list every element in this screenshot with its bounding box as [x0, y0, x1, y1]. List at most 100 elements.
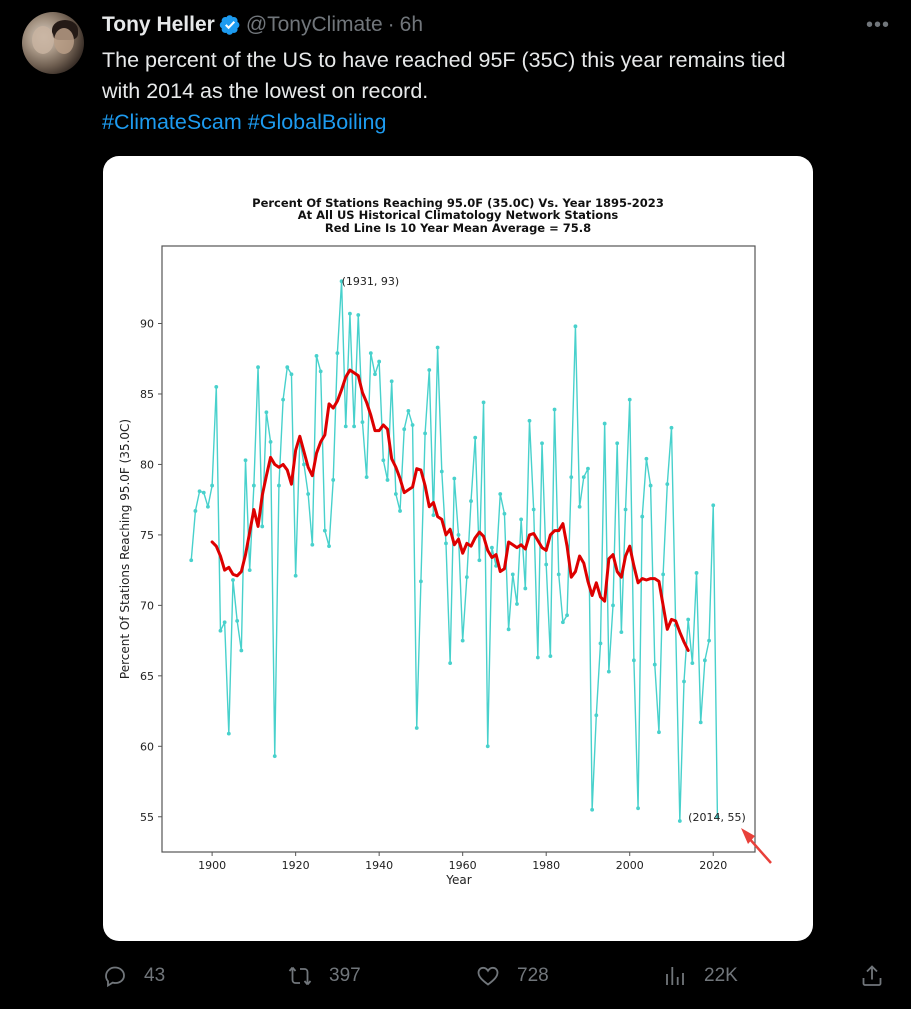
yearly-data-point: [640, 514, 645, 519]
data-point-annotation: (1931, 93): [342, 275, 400, 288]
views-chart-icon: [666, 967, 684, 985]
yearly-data-point: [210, 483, 215, 488]
y-axis-label: Percent Of Stations Reaching 95.0F (35.0…: [118, 419, 132, 679]
separator-dot: ·: [387, 13, 395, 36]
views-button[interactable]: 22K: [663, 958, 738, 994]
yearly-data-point: [665, 482, 670, 487]
action-bar: 43 397 728 22K: [0, 958, 911, 998]
yearly-data-point: [197, 489, 202, 494]
yearly-data-point: [694, 571, 699, 575]
yearly-data-point: [527, 418, 532, 423]
author-name[interactable]: Tony Heller: [102, 13, 215, 36]
red-arrow-annotation: [741, 828, 772, 864]
yearly-data-point: [594, 713, 599, 718]
reply-button[interactable]: 43: [103, 958, 165, 994]
plot-frame: [161, 245, 756, 853]
yearly-data-point: [657, 730, 661, 735]
yearly-data-point: [214, 385, 219, 389]
yearly-data-point: [569, 475, 574, 480]
yearly-data-point: [222, 620, 227, 625]
views-count: 22K: [704, 965, 738, 986]
yearly-data-point: [669, 425, 674, 430]
yearly-data-point: [490, 545, 494, 550]
yearly-data-point: [410, 423, 415, 427]
yearly-data-point: [206, 504, 210, 509]
yearly-data-point: [364, 475, 369, 480]
yearly-data-point: [360, 420, 365, 425]
yearly-data-point: [423, 431, 427, 436]
yearly-data-point: [619, 630, 624, 635]
hashtags-link[interactable]: #ClimateScam #GlobalBoiling: [102, 110, 387, 134]
retweet-count: 397: [329, 965, 361, 986]
yearly-data-point: [239, 648, 244, 653]
tweet-media-image[interactable]: Percent Of Stations Reaching 95.0F (35.0…: [103, 156, 813, 941]
x-tick-label: 1980: [532, 859, 560, 872]
arrow-shaft: [747, 836, 772, 864]
x-tick-label: 2000: [616, 859, 644, 872]
like-button[interactable]: 728: [476, 958, 549, 994]
yearly-data-point: [452, 476, 457, 481]
yearly-series-line: [190, 280, 719, 822]
y-tick-label: 80: [140, 458, 154, 471]
yearly-data-point: [556, 572, 561, 577]
y-tick-label: 85: [140, 388, 154, 401]
yearly-data-point: [226, 731, 231, 736]
yearly-data-point: [322, 528, 327, 533]
yearly-data-point: [598, 641, 603, 646]
share-button[interactable]: [860, 958, 901, 994]
yearly-data-point: [264, 410, 269, 415]
yearly-data-point: [477, 558, 482, 563]
retweet-button[interactable]: 397: [288, 958, 361, 994]
x-tick-label: 1940: [365, 859, 393, 872]
ten-year-mean-series: [210, 368, 690, 652]
more-horizontal-icon[interactable]: •••: [866, 14, 891, 36]
yearly-series: [189, 279, 720, 823]
yearly-data-point: [573, 324, 578, 329]
yearly-data-point: [285, 365, 290, 370]
yearly-data-point: [335, 351, 340, 356]
y-tick-label: 55: [140, 811, 154, 824]
y-tick-label: 90: [140, 318, 154, 331]
y-tick-label: 60: [140, 740, 154, 753]
yearly-data-point: [494, 564, 498, 568]
yearly-data-point: [552, 407, 557, 412]
yearly-data-point: [339, 279, 344, 284]
x-tick-label: 1900: [198, 859, 226, 872]
yearly-data-point: [427, 368, 432, 372]
tweet-text-line: The percent of the US to have reached 95…: [102, 48, 786, 72]
chart-subtitle-2: Red Line Is 10 Year Mean Average = 75.8: [325, 221, 591, 235]
yearly-data-point: [577, 504, 582, 509]
yearly-data-point: [373, 372, 377, 377]
yearly-data-point: [606, 669, 611, 674]
x-tick-label: 1960: [449, 859, 477, 872]
x-axis: 1900 1920 1940 1960 1980 2000 2020: [198, 852, 727, 872]
yearly-data-point: [193, 509, 198, 513]
x-axis-label: Year: [445, 873, 471, 887]
annotations: (1931, 93) (2014, 55): [342, 275, 746, 824]
yearly-data-point: [302, 462, 306, 467]
yearly-data-point: [348, 311, 352, 316]
author-handle[interactable]: @TonyClimate: [245, 13, 383, 36]
yearly-data-point: [682, 679, 686, 684]
yearly-data-point: [331, 478, 336, 482]
yearly-data-point: [690, 661, 695, 666]
yearly-data-point: [611, 603, 615, 608]
verified-badge-icon: [219, 14, 241, 36]
yearly-data-point: [218, 628, 223, 633]
yearly-data-point: [414, 726, 419, 730]
yearly-data-point: [381, 458, 386, 463]
yearly-data-point: [581, 475, 586, 480]
yearly-data-point: [652, 662, 657, 667]
yearly-data-point: [247, 568, 252, 573]
yearly-data-point: [281, 397, 286, 402]
yearly-data-point: [648, 483, 653, 488]
x-tick-label: 1920: [282, 859, 310, 872]
heart-icon: [477, 966, 499, 986]
share-icon: [862, 965, 882, 986]
yearly-data-point: [448, 661, 453, 666]
yearly-data-point: [256, 365, 260, 370]
tweet-timestamp[interactable]: 6h: [399, 13, 424, 36]
yearly-data-point: [590, 807, 595, 812]
author-avatar[interactable]: [22, 12, 84, 74]
chart-title: Percent Of Stations Reaching 95.0F (35.0…: [252, 196, 664, 210]
